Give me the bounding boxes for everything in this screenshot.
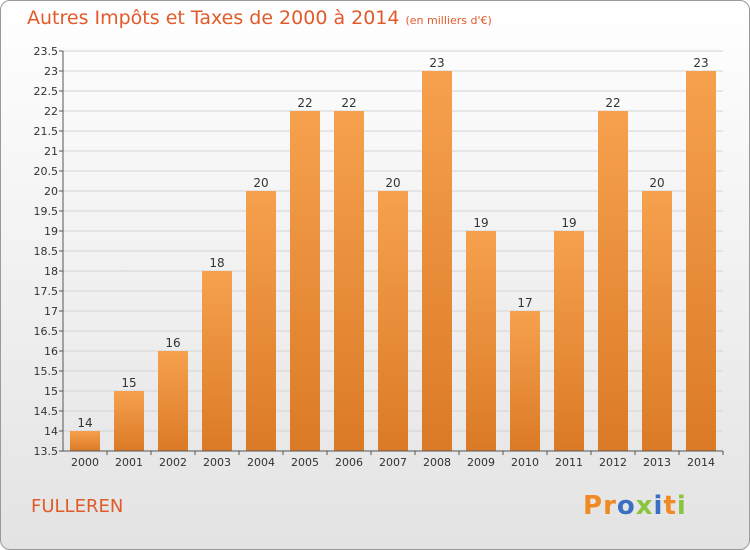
bars bbox=[70, 71, 716, 451]
data-label: 23 bbox=[693, 56, 708, 70]
bar bbox=[422, 71, 452, 451]
y-tick-label: 23.5 bbox=[34, 45, 59, 58]
chart-unit: (en milliers d'€) bbox=[405, 14, 492, 27]
y-tick-label: 21.5 bbox=[34, 125, 59, 138]
y-tick-label: 20.5 bbox=[34, 165, 59, 178]
data-label: 16 bbox=[165, 336, 180, 350]
data-label: 22 bbox=[297, 96, 312, 110]
data-label: 19 bbox=[473, 216, 488, 230]
y-tick-label: 20 bbox=[44, 185, 58, 198]
logo-letter: x bbox=[635, 491, 654, 521]
x-tick-label: 2008 bbox=[423, 456, 451, 469]
proxiti-logo[interactable]: Proxiti bbox=[583, 491, 687, 521]
location-name: FULLEREN bbox=[31, 496, 124, 517]
y-axis-ticks: 13.5 14 14.5 15 15.5 16 16.5 17 17.5 18 18.5 19 19.5… bbox=[34, 45, 63, 458]
y-tick-label: 16.5 bbox=[34, 325, 59, 338]
y-tick-label: 18.5 bbox=[34, 245, 59, 258]
y-tick-label: 17.5 bbox=[34, 285, 59, 298]
bar bbox=[686, 71, 716, 451]
logo-letter: r bbox=[603, 491, 617, 521]
axes bbox=[62, 51, 723, 452]
x-tick-label: 2000 bbox=[71, 456, 99, 469]
data-label: 18 bbox=[209, 256, 224, 270]
bar bbox=[510, 311, 540, 451]
chart-title-text: Autres Impôts et Taxes de 2000 à 2014 bbox=[27, 7, 400, 29]
data-label: 17 bbox=[517, 296, 532, 310]
x-tick-label: 2009 bbox=[467, 456, 495, 469]
data-label: 20 bbox=[385, 176, 400, 190]
y-tick-label: 21 bbox=[44, 145, 58, 158]
bar bbox=[246, 191, 276, 451]
data-label: 19 bbox=[561, 216, 576, 230]
y-tick-label: 15.5 bbox=[34, 365, 59, 378]
bar bbox=[378, 191, 408, 451]
logo-letter: o bbox=[616, 491, 636, 521]
y-tick-label: 14 bbox=[44, 425, 58, 438]
x-tick-label: 2002 bbox=[159, 456, 187, 469]
bar bbox=[114, 391, 144, 451]
y-tick-label: 22 bbox=[44, 105, 58, 118]
data-labels: 14 15 16 18 20 22 22 20 23 19 17 19 22 20 23 bbox=[77, 56, 708, 430]
y-tick-label: 19.5 bbox=[34, 205, 59, 218]
x-tick-label: 2012 bbox=[599, 456, 627, 469]
data-label: 20 bbox=[649, 176, 664, 190]
y-tick-label: 13.5 bbox=[34, 445, 59, 458]
x-tick-label: 2014 bbox=[687, 456, 715, 469]
logo-letter: P bbox=[583, 491, 604, 521]
y-tick-label: 23 bbox=[44, 65, 58, 78]
y-tick-label: 19 bbox=[44, 225, 58, 238]
x-tick-label: 2011 bbox=[555, 456, 583, 469]
bar bbox=[598, 111, 628, 451]
bar bbox=[466, 231, 496, 451]
bar bbox=[334, 111, 364, 451]
y-tick-label: 15 bbox=[44, 385, 58, 398]
y-tick-label: 14.5 bbox=[34, 405, 59, 418]
x-tick-label: 2007 bbox=[379, 456, 407, 469]
chart-title: Autres Impôts et Taxes de 2000 à 2014 (en… bbox=[27, 7, 492, 29]
data-label: 22 bbox=[605, 96, 620, 110]
y-tick-label: 18 bbox=[44, 265, 58, 278]
data-label: 22 bbox=[341, 96, 356, 110]
y-tick-label: 16 bbox=[44, 345, 58, 358]
y-tick-label: 22.5 bbox=[34, 85, 59, 98]
x-tick-label: 2001 bbox=[115, 456, 143, 469]
data-label: 23 bbox=[429, 56, 444, 70]
bar bbox=[554, 231, 584, 451]
x-tick-label: 2003 bbox=[203, 456, 231, 469]
bar bbox=[642, 191, 672, 451]
x-tick-label: 2004 bbox=[247, 456, 275, 469]
bar bbox=[158, 351, 188, 451]
logo-letter: i bbox=[653, 491, 664, 521]
x-tick-label: 2013 bbox=[643, 456, 671, 469]
x-tick-label: 2005 bbox=[291, 456, 319, 469]
data-label: 14 bbox=[77, 416, 92, 430]
x-tick-label: 2006 bbox=[335, 456, 363, 469]
data-label: 20 bbox=[253, 176, 268, 190]
bar bbox=[290, 111, 320, 451]
bar bbox=[202, 271, 232, 451]
bar bbox=[70, 431, 100, 451]
x-tick-label: 2010 bbox=[511, 456, 539, 469]
y-tick-label: 17 bbox=[44, 305, 58, 318]
x-axis-ticks: 2000 2001 2002 2003 2004 2005 2006 2007 2008 2009… bbox=[71, 451, 724, 469]
logo-letter: i bbox=[676, 491, 687, 521]
data-label: 15 bbox=[121, 376, 136, 390]
logo-letter: t bbox=[663, 491, 677, 521]
